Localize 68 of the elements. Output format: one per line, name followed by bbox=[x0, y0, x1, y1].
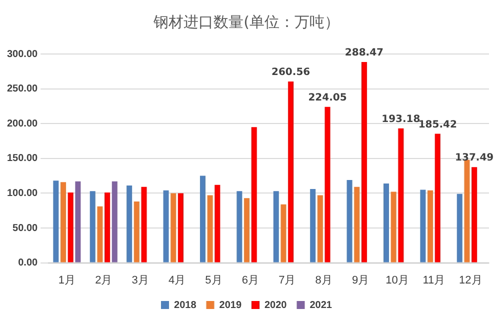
bar bbox=[141, 186, 147, 262]
y-tick-label: 300.00 bbox=[6, 48, 38, 60]
legend-label: 2020 bbox=[264, 300, 288, 311]
data-label: 185.42 bbox=[418, 119, 457, 130]
data-label: 260.56 bbox=[272, 67, 310, 78]
y-tick-label: 0.00 bbox=[18, 258, 38, 269]
x-tick-label: 6月 bbox=[242, 274, 260, 286]
x-tick-label: 5月 bbox=[205, 274, 222, 286]
x-tick-label: 11月 bbox=[422, 274, 446, 286]
x-tick-label: 2月 bbox=[95, 274, 112, 286]
x-tick-label: 4月 bbox=[168, 274, 186, 286]
bar bbox=[68, 192, 74, 262]
bar bbox=[354, 186, 360, 262]
data-label: 137.49 bbox=[455, 152, 494, 164]
y-tick-label: 200.00 bbox=[6, 118, 38, 130]
bar bbox=[97, 206, 103, 262]
bar bbox=[104, 192, 110, 262]
bar bbox=[464, 160, 470, 262]
x-tick-label: 10月 bbox=[386, 274, 409, 286]
bar bbox=[324, 106, 330, 262]
bar bbox=[163, 190, 169, 262]
x-tick-label: 8月 bbox=[315, 274, 332, 286]
y-tick-label: 250.00 bbox=[6, 84, 38, 95]
bar bbox=[398, 128, 404, 262]
bar bbox=[244, 198, 250, 262]
bar bbox=[280, 204, 286, 262]
x-tick-label: 1月 bbox=[58, 274, 76, 286]
bar bbox=[75, 181, 81, 262]
bar bbox=[178, 193, 184, 262]
bar bbox=[383, 183, 389, 262]
bar bbox=[200, 176, 206, 262]
bar bbox=[90, 191, 96, 262]
bar bbox=[420, 190, 426, 262]
bar bbox=[317, 195, 323, 262]
bar bbox=[310, 189, 316, 262]
bar bbox=[60, 182, 66, 262]
bar bbox=[112, 181, 118, 262]
y-tick-label: 50.00 bbox=[12, 222, 38, 234]
bar bbox=[53, 180, 59, 262]
x-tick-label: 7月 bbox=[278, 274, 296, 286]
bar bbox=[236, 191, 242, 262]
bar bbox=[207, 195, 213, 262]
bar bbox=[214, 184, 220, 262]
bar bbox=[126, 186, 132, 262]
bar bbox=[361, 62, 367, 262]
bar bbox=[170, 193, 176, 262]
bar bbox=[434, 134, 440, 262]
bar bbox=[456, 194, 462, 262]
bar bbox=[251, 127, 257, 262]
chart-title: 钢材进口数量(单位：万吨） bbox=[152, 12, 340, 31]
data-label: 193.18 bbox=[382, 114, 420, 125]
bar bbox=[428, 190, 434, 262]
bar bbox=[390, 192, 396, 262]
x-tick-label: 3月 bbox=[132, 274, 149, 286]
legend-label: 2021 bbox=[310, 300, 332, 311]
data-label: 288.47 bbox=[344, 48, 384, 59]
bar bbox=[273, 191, 279, 262]
x-tick-label: 9月 bbox=[352, 274, 370, 286]
y-tick-label: 100.00 bbox=[6, 188, 38, 199]
x-tick-label: 12月 bbox=[459, 274, 482, 286]
data-label: 224.05 bbox=[308, 92, 347, 104]
legend-label: 2018 bbox=[174, 300, 197, 311]
bar bbox=[472, 167, 478, 262]
legend-label: 2019 bbox=[219, 300, 242, 311]
bar bbox=[346, 180, 352, 262]
bar bbox=[288, 81, 294, 262]
y-tick-label: 150.00 bbox=[6, 153, 38, 164]
bar bbox=[134, 202, 140, 262]
